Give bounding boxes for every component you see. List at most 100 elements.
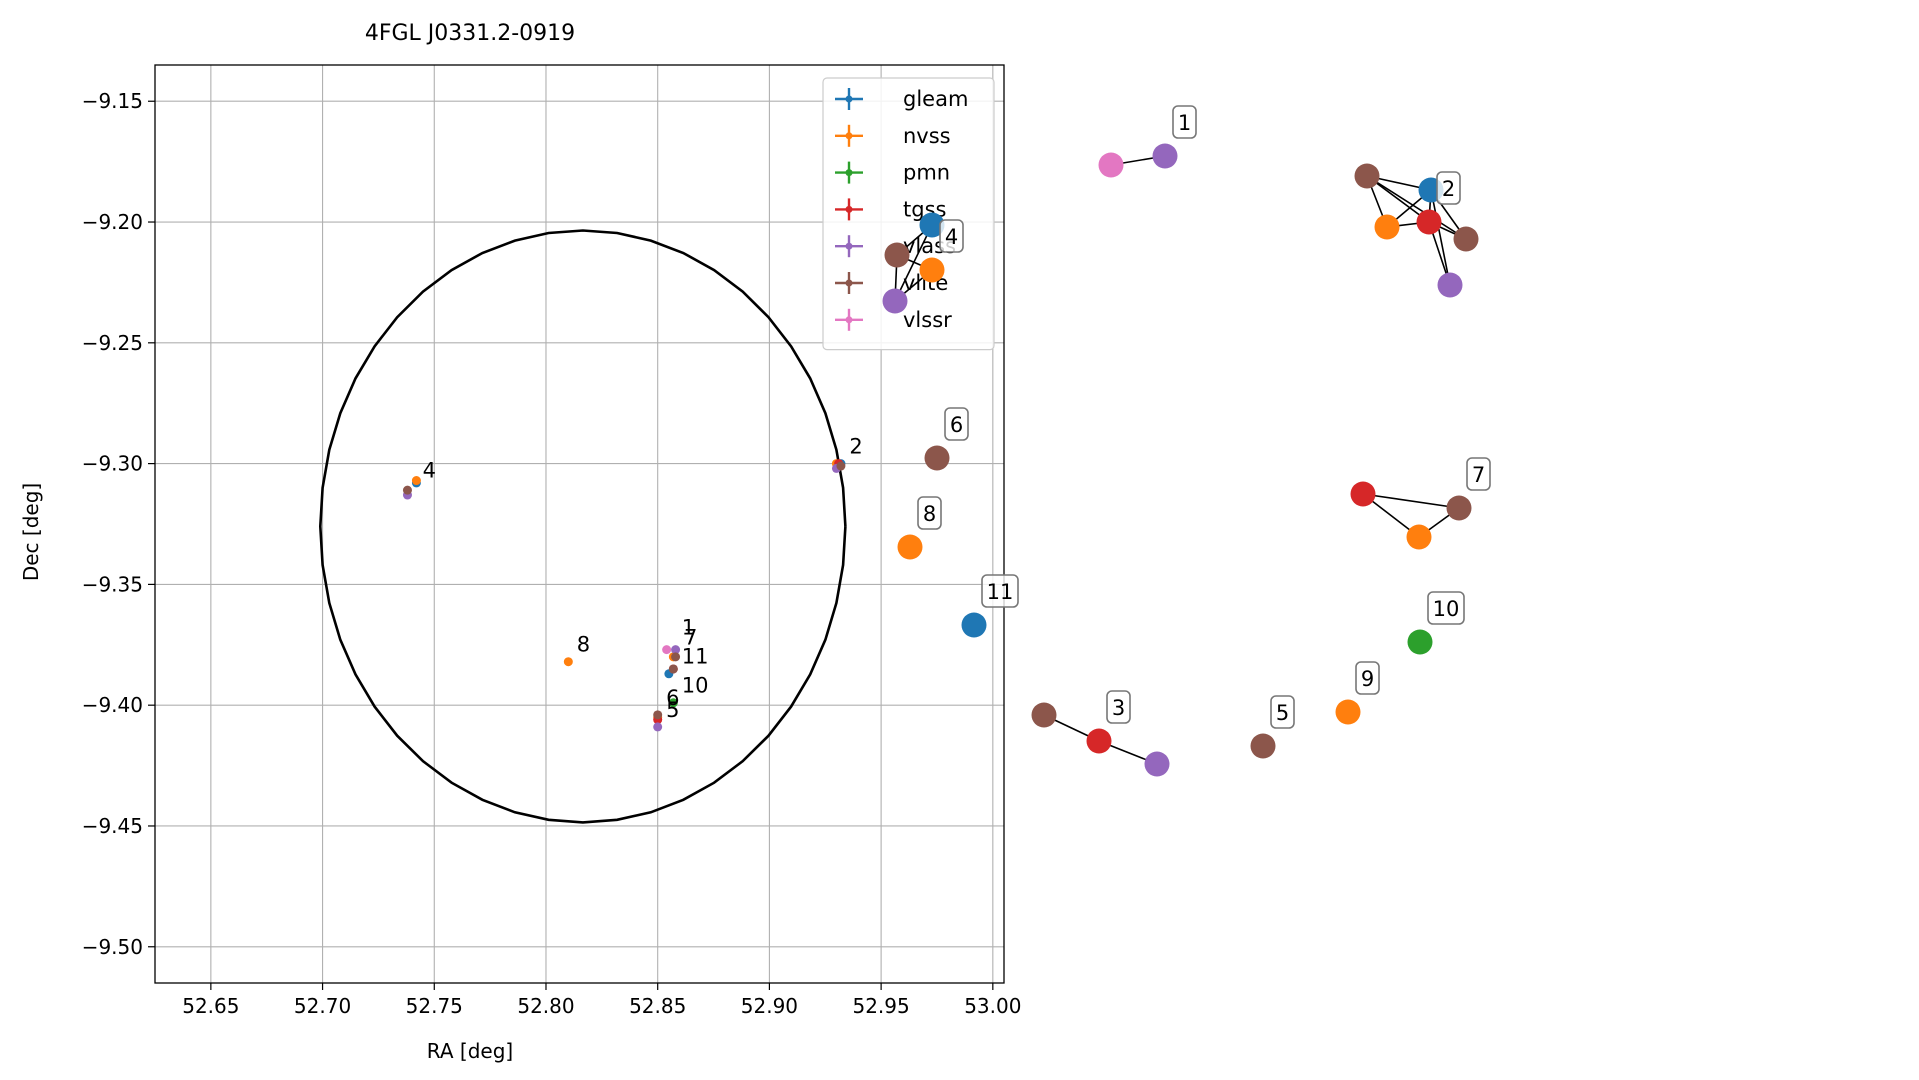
x-tick-label: 53.00 [964, 994, 1021, 1018]
x-tick-label: 52.95 [852, 994, 909, 1018]
network-node [919, 212, 945, 238]
y-tick-label: −9.15 [82, 89, 143, 113]
x-tick-label: 52.90 [741, 994, 798, 1018]
point-annotation: 2 [849, 435, 862, 459]
legend-marker-vlite [845, 279, 853, 287]
scatter-panel: 4FGL J0331.2-0919 RA [deg] Dec [deg] 17 1… [19, 21, 1021, 1063]
legend-box [822, 77, 995, 351]
network-label-box [1355, 661, 1380, 695]
data-points [402, 459, 846, 732]
legend-label-nvss: nvss [903, 124, 951, 148]
point-vlite [671, 652, 681, 662]
network-label-box [944, 407, 969, 441]
network-node [1086, 728, 1112, 754]
network-label: 9 [1361, 667, 1374, 691]
legend-marker-pmn [845, 169, 853, 177]
point-nvss [563, 657, 573, 667]
y-tick-label: −9.20 [82, 210, 143, 234]
network-node [1098, 152, 1124, 178]
network-label: 6 [950, 413, 963, 437]
network-label: 5 [1276, 701, 1289, 725]
point-pmn [668, 698, 678, 708]
x-tick-label: 52.80 [517, 994, 574, 1018]
network-label-box [917, 496, 942, 530]
network-label-box [1106, 690, 1131, 724]
network-node [1407, 629, 1433, 655]
network-edge [1366, 175, 1430, 223]
y-axis-label: Dec [deg] [19, 483, 43, 581]
network-edge [1366, 175, 1467, 240]
network-node [1416, 209, 1442, 235]
point-annotation: 4 [423, 459, 436, 483]
legend-marker-tgss [845, 205, 853, 213]
network-labels: 1 2 4 6 8 11 7 10 9 3 5 [917, 105, 1491, 729]
network-label: 8 [923, 502, 936, 526]
point-annotation: 6 [666, 686, 679, 710]
network-node [1031, 702, 1057, 728]
point-nvss [411, 476, 421, 486]
error-ellipse [318, 229, 847, 824]
network-node [1144, 751, 1170, 777]
network-label-box [1466, 457, 1491, 491]
x-tick-label: 52.70 [294, 994, 351, 1018]
chart-title: 4FGL J0331.2-0919 [365, 21, 575, 46]
point-vlite [668, 664, 678, 674]
network-label: 1 [1178, 111, 1191, 135]
error-ellipse-layer [318, 229, 847, 824]
network-edge [894, 224, 933, 302]
point-annotation: 1 [682, 616, 695, 640]
legend-label-vlssr: vlssr [903, 308, 952, 332]
point-annotation: 7 [684, 625, 697, 649]
x-tick-label: 52.75 [406, 994, 463, 1018]
network-node [1354, 163, 1380, 189]
legend-marker-vlass [845, 242, 853, 250]
point-vlite [653, 710, 663, 720]
legend-marker-vlssr [845, 316, 853, 324]
network-edge [1362, 493, 1460, 509]
network-label: 10 [1433, 597, 1460, 621]
network-node [882, 288, 908, 314]
network-node [1437, 272, 1463, 298]
network-node [1350, 481, 1376, 507]
point-annotation: 5 [666, 698, 679, 722]
point-vlssr [662, 645, 672, 655]
network-node [1152, 143, 1178, 169]
network-label: 4 [945, 225, 958, 249]
x-tick-label: 52.85 [629, 994, 686, 1018]
legend-label-gleam: gleam [903, 87, 968, 111]
point-vlite [402, 485, 412, 495]
network-node [924, 445, 950, 471]
network-nodes [882, 143, 1479, 777]
network-node [1335, 699, 1361, 725]
network-node [1374, 214, 1400, 240]
network-edge [1430, 189, 1451, 286]
network-node [919, 257, 945, 283]
legend-marker-gleam [845, 95, 853, 103]
network-label-box [1427, 591, 1465, 625]
network-label: 7 [1472, 463, 1485, 487]
point-vlass [671, 645, 681, 655]
network-label: 11 [987, 580, 1014, 604]
point-annotation: 8 [577, 633, 590, 657]
x-axis-label: RA [deg] [427, 1039, 513, 1063]
network-node [897, 534, 923, 560]
network-label-box [939, 219, 964, 253]
point-vlite [836, 461, 846, 471]
network-label-box [1436, 171, 1461, 205]
network-label: 2 [1442, 177, 1455, 201]
y-tick-label: −9.35 [82, 572, 143, 596]
y-tick-label: −9.50 [82, 935, 143, 959]
network-panel: 1 2 4 6 8 11 7 10 9 3 5 [882, 105, 1491, 777]
axes-frame [154, 64, 1005, 984]
network-node [1250, 733, 1276, 759]
y-tick-label: −9.25 [82, 331, 143, 355]
y-tick-label: −9.30 [82, 452, 143, 476]
y-tick-label: −9.45 [82, 814, 143, 838]
point-vlass [653, 722, 663, 732]
network-node [1406, 524, 1432, 550]
point-annotation: 10 [682, 674, 709, 698]
network-label-box [981, 574, 1019, 608]
x-tick-label: 52.65 [182, 994, 239, 1018]
